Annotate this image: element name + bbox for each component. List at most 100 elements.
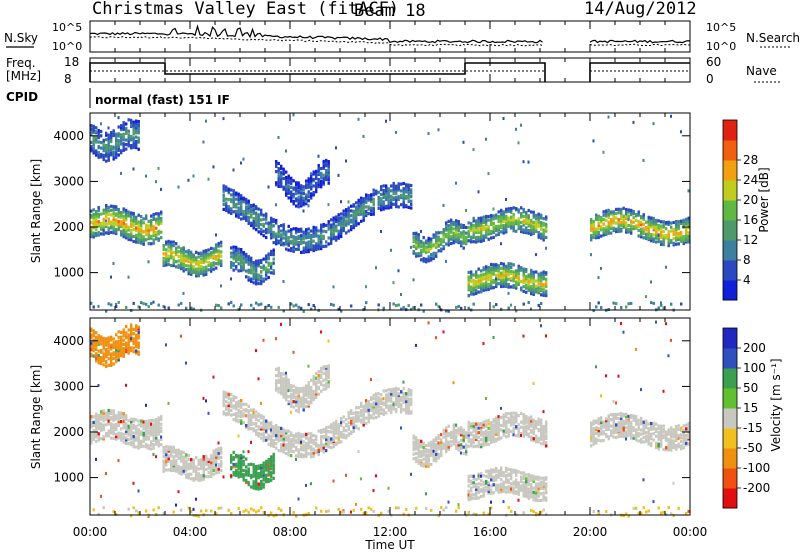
velocity-cell <box>235 464 238 468</box>
velocity-speckle <box>425 492 427 496</box>
velocity-cell <box>245 479 248 483</box>
power-cell <box>210 266 213 270</box>
power-cell <box>387 192 390 196</box>
velocity-cell <box>217 462 220 467</box>
power-cell <box>677 236 680 240</box>
velocity-cell <box>247 416 250 420</box>
power-speckle <box>157 166 160 170</box>
power-cell <box>197 272 200 276</box>
power-cell <box>362 215 365 219</box>
power-cell <box>497 214 500 219</box>
velocity-cell <box>232 395 235 399</box>
power-ground-cell <box>277 305 280 309</box>
power-cell <box>132 145 135 149</box>
velocity-cell <box>117 356 120 360</box>
velocity-cell <box>105 411 108 415</box>
velocity-cell <box>367 408 370 412</box>
velocity-cell <box>447 432 450 436</box>
velocity-cell <box>105 343 108 347</box>
velocity-cell <box>262 415 265 419</box>
power-cell <box>487 287 490 291</box>
power-cell <box>372 212 375 216</box>
power-cell <box>257 273 260 277</box>
power-cell <box>100 225 103 229</box>
velocity-cell <box>247 425 250 429</box>
velocity-cell <box>147 437 150 441</box>
power-cell <box>337 213 340 217</box>
velocity-cell <box>137 325 140 329</box>
power-cell <box>132 234 135 238</box>
velocity-cell <box>110 343 113 347</box>
velocity-cell <box>437 452 440 456</box>
power-cell <box>450 241 453 246</box>
power-cell <box>510 220 513 224</box>
power-cell <box>107 228 110 232</box>
velocity-cell <box>265 438 268 442</box>
velocity-cell <box>425 453 428 458</box>
beam-label: Beam 18 <box>354 1 426 21</box>
velocity-cell <box>277 439 280 443</box>
power-cell <box>617 225 620 230</box>
velocity-ground-cell <box>227 508 230 512</box>
velocity-cell <box>397 395 400 399</box>
power-cell <box>652 224 655 228</box>
velocity-cell <box>285 377 288 381</box>
power-cell <box>147 224 150 228</box>
power-cell <box>305 193 308 197</box>
power-cell <box>490 266 493 270</box>
power-cell <box>660 233 663 237</box>
power-cell <box>285 240 288 244</box>
velocity-cell <box>277 374 280 378</box>
power-cell <box>342 212 345 217</box>
velocity-cell <box>90 437 93 441</box>
power-cell <box>502 282 505 286</box>
velocity-cell <box>317 392 320 396</box>
power-cell <box>445 228 448 232</box>
power-cell <box>362 201 365 205</box>
velocity-cell <box>125 415 128 420</box>
power-cell <box>212 261 215 265</box>
power-cell <box>470 285 473 289</box>
power-cell <box>420 253 423 257</box>
power-cell <box>525 226 528 230</box>
velocity-cell <box>165 448 168 452</box>
velocity-cell <box>285 443 288 447</box>
power-cell <box>237 254 240 258</box>
velocity-cell <box>345 429 348 433</box>
power-cell <box>687 231 690 235</box>
power-cell <box>497 273 500 277</box>
velocity-ground-cell <box>440 506 443 509</box>
velocity-cell <box>272 467 275 471</box>
power-cell <box>125 227 128 231</box>
velocity-cell <box>230 413 233 417</box>
velocity-cell <box>230 408 233 412</box>
power-cell <box>512 285 515 289</box>
velocity-cell <box>165 456 168 460</box>
power-ground-cell <box>107 302 110 306</box>
power-cell <box>447 230 450 235</box>
velocity-cell <box>182 450 185 455</box>
velocity-cell <box>430 462 433 467</box>
power-ground-cell <box>382 306 385 310</box>
power-speckle <box>467 294 470 298</box>
power-cell <box>535 226 538 230</box>
colorbar-swatch <box>723 260 737 281</box>
power-cell <box>300 187 303 191</box>
velocity-cell <box>260 481 263 485</box>
power-cell <box>407 196 410 200</box>
velocity-cell <box>447 445 450 449</box>
velocity-cell <box>327 371 330 375</box>
velocity-cell <box>317 377 320 381</box>
velocity-cell <box>435 459 438 463</box>
power-cell <box>242 254 245 259</box>
power-speckle <box>680 130 682 134</box>
velocity-cell <box>465 443 468 447</box>
velocity-cell <box>197 460 200 464</box>
power-cell <box>337 220 340 224</box>
velocity-cell <box>90 348 93 352</box>
velocity-cell <box>247 423 250 427</box>
power-cell <box>470 288 473 292</box>
velocity-cell <box>332 421 335 425</box>
velocity-cell <box>135 351 138 355</box>
velocity-cell <box>375 397 378 401</box>
